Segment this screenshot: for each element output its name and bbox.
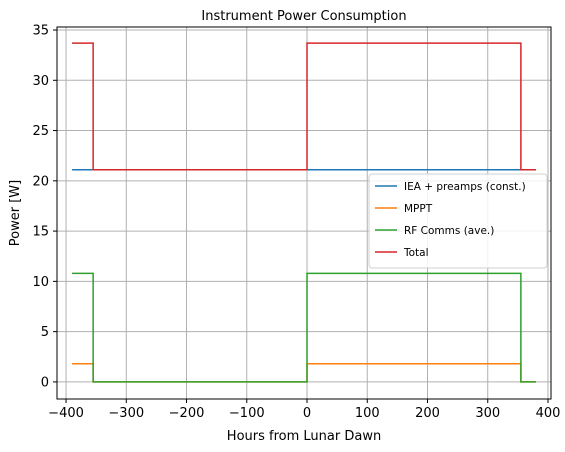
legend-box [368, 173, 548, 269]
x-tick-label: −200 [169, 406, 205, 421]
y-axis-label: Power [W] [8, 180, 23, 246]
chart-title: Instrument Power Consumption [201, 9, 406, 24]
y-tick-label: 0 [41, 375, 49, 390]
y-tick-label: 20 [32, 174, 49, 189]
series-layer [72, 42, 536, 383]
legend: IEA + preamps (const.) MPPT RF Comms (ave.… [368, 173, 548, 269]
legend-label: IEA + preamps (const.) [404, 181, 526, 193]
legend-label: MPPT [404, 203, 433, 215]
x-tick-label: 400 [536, 406, 561, 421]
y-tick-label: 25 [32, 124, 49, 139]
series-line-total [72, 42, 536, 171]
legend-label: Total [403, 247, 429, 259]
x-tick-label: −100 [229, 406, 265, 421]
series-line-mppt [72, 363, 536, 383]
y-tick-label: 15 [32, 225, 49, 240]
y-tick-label: 10 [32, 275, 49, 290]
legend-label: RF Comms (ave.) [404, 225, 494, 237]
y-tick-label: 35 [32, 24, 49, 39]
y-tick-label: 5 [41, 325, 49, 340]
x-tick-label: 200 [415, 406, 440, 421]
x-axis-label: Hours from Lunar Dawn [227, 429, 381, 444]
series-line-rf-comms-ave [72, 272, 536, 383]
y-axis: 0 5 10 15 20 25 30 35 [32, 24, 57, 390]
x-tick-label: −400 [48, 406, 84, 421]
x-axis: −400 −300 −200 −100 0 100 200 300 400 [48, 399, 560, 421]
plot-frame [56, 26, 552, 400]
y-tick-label: 30 [32, 74, 49, 89]
x-tick-label: 100 [355, 406, 380, 421]
x-tick-label: 300 [475, 406, 500, 421]
x-tick-label: −300 [108, 406, 144, 421]
x-tick-label: 0 [303, 406, 311, 421]
